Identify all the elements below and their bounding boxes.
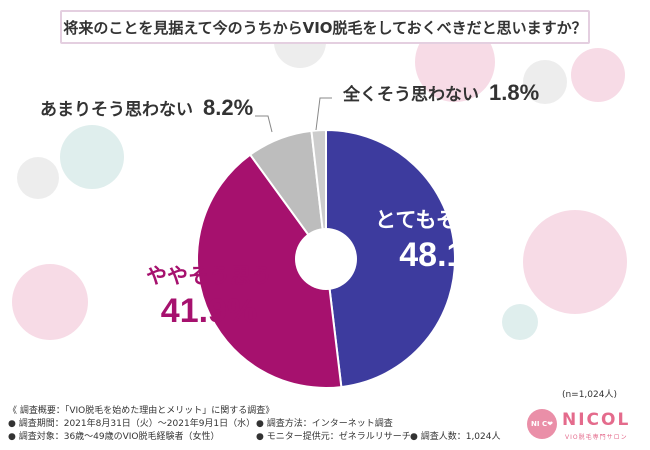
value-label: 41.9% bbox=[160, 292, 258, 330]
pie-chart bbox=[196, 128, 456, 389]
category-label: あまりそう思わない bbox=[40, 100, 193, 120]
leader-line-zenzen bbox=[315, 97, 332, 131]
value-label: 48.1% bbox=[399, 236, 496, 274]
decor-circle bbox=[571, 48, 625, 102]
survey-period: ● 調査期間：2021年8月31日（火）～2021年9月1日（水） bbox=[8, 419, 256, 429]
donut-hole bbox=[295, 228, 357, 290]
leader-lines bbox=[255, 97, 332, 133]
pie-slice-yaya bbox=[196, 153, 343, 389]
slice-label-totemo: とてもそう思う 48.1% bbox=[375, 204, 520, 275]
nicol-logo-tagline: VIO脱毛専門サロン bbox=[565, 434, 628, 441]
slice-label-amari: あまりそう思わない 8.2% bbox=[40, 95, 253, 121]
nicol-logo-icon: NI C❤ bbox=[527, 409, 557, 439]
category-label: とてもそう思う bbox=[375, 208, 520, 232]
pie-slice-totemo bbox=[325, 128, 456, 389]
value-label: 1.8% bbox=[489, 80, 540, 105]
survey-overview: 《 調査概要：「VIO脱毛を始めた理由とメリット」に関する調査》 bbox=[8, 406, 275, 416]
question-title: 将来のことを見据えて今のうちからVIO脱毛をしておくべきだと思いますか？ bbox=[60, 10, 590, 44]
survey-provider: ● モニター提供元：ゼネラルリサーチ bbox=[256, 432, 411, 442]
category-label: ややそう思う bbox=[146, 264, 272, 288]
decor-circle bbox=[523, 60, 567, 104]
slice-label-zenzen: 全くそう思わない 1.8% bbox=[343, 80, 539, 106]
sample-size: (n=1,024人) bbox=[561, 390, 617, 400]
survey-method: ● 調査方法：インターネット調査 bbox=[256, 419, 393, 429]
decor-circle bbox=[12, 264, 88, 340]
category-label: 全くそう思わない bbox=[343, 85, 479, 105]
leader-line-amari bbox=[255, 115, 273, 133]
decor-circle bbox=[17, 157, 59, 199]
nicol-logo-text: NICOL bbox=[562, 410, 631, 430]
slice-label-yaya: ややそう思う 41.9% bbox=[146, 260, 272, 331]
survey-target: ● 調査対象：36歳～49歳のVIO脱毛経験者（女性） bbox=[8, 432, 220, 442]
decor-circle bbox=[60, 125, 124, 189]
survey-count: ● 調査人数：1,024人 bbox=[410, 432, 501, 442]
pie-slice-zenzen bbox=[310, 128, 327, 260]
decor-circle bbox=[523, 210, 627, 314]
decor-circle bbox=[502, 304, 538, 340]
value-label: 8.2% bbox=[203, 95, 254, 120]
